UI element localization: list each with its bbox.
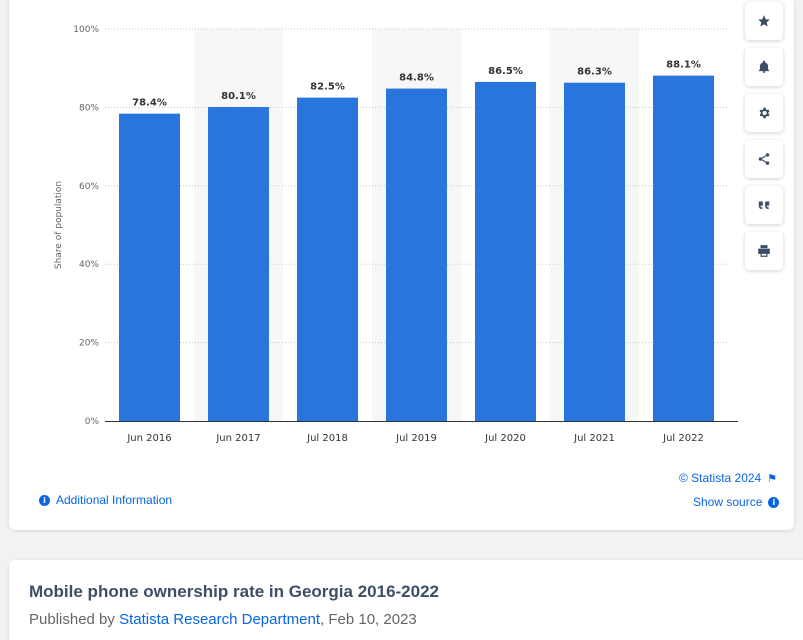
chart-card: 0% 20% 40% 60% 80% 100% Share of population 78.… bbox=[9, 0, 794, 530]
y-tick-label: 100% bbox=[73, 25, 99, 35]
show-source-label: Show source bbox=[693, 495, 763, 509]
data-label: 80.1% bbox=[221, 91, 256, 102]
y-tick-label: 20% bbox=[79, 339, 99, 349]
bar[interactable] bbox=[208, 107, 269, 422]
bar-chart: 0% 20% 40% 60% 80% 100% Share of population 78.… bbox=[54, 25, 738, 444]
x-tick-label: Jun 2017 bbox=[215, 433, 260, 444]
bar[interactable] bbox=[119, 113, 180, 421]
settings-button[interactable] bbox=[745, 94, 783, 132]
publish-date: , Feb 10, 2023 bbox=[320, 611, 417, 628]
data-label: 78.4% bbox=[132, 98, 167, 109]
share-button[interactable] bbox=[745, 140, 783, 178]
chart-toolbar bbox=[745, 2, 783, 278]
bar[interactable] bbox=[386, 88, 447, 422]
article-card: Mobile phone ownership rate in Georgia 2… bbox=[9, 560, 803, 640]
published-line: Published by Statista Research Departmen… bbox=[29, 611, 417, 628]
print-button[interactable] bbox=[745, 232, 783, 270]
y-tick-label: 80% bbox=[79, 103, 99, 113]
y-axis-label: Share of population bbox=[54, 181, 64, 269]
show-source-link[interactable]: Show source i bbox=[693, 495, 780, 509]
x-tick-label: Jul 2020 bbox=[484, 433, 526, 444]
bell-icon bbox=[758, 60, 770, 73]
favorite-button[interactable] bbox=[745, 2, 783, 40]
gear-icon bbox=[759, 107, 770, 119]
quote-icon bbox=[758, 201, 770, 210]
x-tick-label: Jul 2021 bbox=[573, 433, 615, 444]
info-icon: i bbox=[39, 494, 50, 506]
additional-information-label: Additional Information bbox=[56, 493, 173, 507]
data-label: 88.1% bbox=[666, 60, 701, 71]
additional-information-link[interactable]: i Additional Information bbox=[39, 493, 172, 507]
notification-button[interactable] bbox=[745, 48, 783, 86]
page-title: Mobile phone ownership rate in Georgia 2… bbox=[29, 582, 440, 601]
cite-button[interactable] bbox=[745, 186, 783, 224]
bar[interactable] bbox=[297, 97, 358, 421]
bar[interactable] bbox=[653, 75, 714, 421]
x-tick-label: Jun 2016 bbox=[126, 433, 171, 444]
statista-copyright-link[interactable]: © Statista 2024 ⚑ bbox=[679, 471, 777, 485]
data-label: 84.8% bbox=[399, 73, 434, 84]
copyright-label: © Statista 2024 bbox=[679, 471, 762, 485]
x-tick-label: Jul 2018 bbox=[306, 433, 348, 444]
bar[interactable] bbox=[475, 81, 536, 422]
flag-icon: ⚑ bbox=[767, 472, 778, 485]
y-tick-label: 60% bbox=[79, 182, 99, 192]
x-tick-label: Jul 2022 bbox=[662, 433, 704, 444]
share-icon bbox=[758, 153, 770, 165]
published-prefix: Published by bbox=[29, 611, 115, 628]
info-icon: i bbox=[768, 496, 780, 508]
data-label: 82.5% bbox=[310, 82, 345, 93]
y-tick-label: 40% bbox=[79, 260, 99, 270]
print-icon bbox=[758, 245, 770, 257]
star-icon bbox=[758, 15, 770, 27]
author-link[interactable]: Statista Research Department bbox=[119, 611, 321, 628]
bar[interactable] bbox=[564, 82, 625, 421]
x-tick-label: Jul 2019 bbox=[395, 433, 437, 444]
data-label: 86.5% bbox=[488, 66, 523, 77]
y-tick-label: 0% bbox=[85, 417, 100, 427]
data-label: 86.3% bbox=[577, 67, 612, 78]
